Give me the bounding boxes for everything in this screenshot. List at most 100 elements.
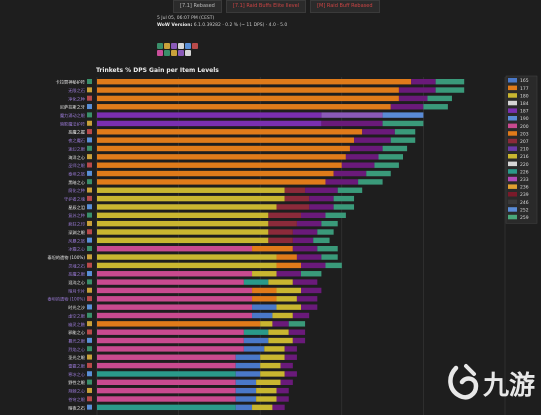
bar-segment bbox=[97, 204, 277, 210]
trinket-icon bbox=[87, 337, 92, 343]
bar-segment bbox=[268, 212, 301, 218]
bar-segment bbox=[243, 346, 265, 352]
trinket-icon bbox=[87, 120, 92, 126]
legend-label: 165 bbox=[520, 78, 529, 84]
legend-label: 190 bbox=[520, 116, 529, 122]
class-icon bbox=[171, 50, 177, 56]
bar-segment bbox=[280, 362, 293, 369]
legend-label: 203 bbox=[520, 131, 529, 137]
bar-segment bbox=[284, 195, 310, 202]
bar-segment bbox=[333, 195, 355, 202]
trinket-label: 时光之沙 bbox=[68, 304, 86, 311]
bar-segment bbox=[97, 79, 412, 85]
bar-segment bbox=[256, 379, 281, 385]
bar-segment bbox=[252, 271, 277, 277]
bar-segment bbox=[256, 387, 277, 394]
trinket-icon bbox=[87, 162, 92, 168]
bar-segment bbox=[313, 237, 330, 244]
trinket-icon bbox=[87, 204, 92, 210]
trinket-icon bbox=[87, 387, 92, 393]
chart-title: Trinkets % DPS Gain per Item Levels bbox=[96, 67, 219, 74]
bar-segment bbox=[321, 120, 383, 127]
bar-segment bbox=[321, 112, 383, 118]
trinket-label: 暮光之眼 bbox=[68, 337, 86, 344]
bar-segment bbox=[272, 321, 289, 327]
bar-segment bbox=[296, 220, 322, 227]
legend-swatch bbox=[508, 154, 517, 159]
bar-segment bbox=[268, 279, 293, 285]
bar-segment bbox=[390, 104, 424, 110]
bar-segment bbox=[243, 337, 269, 344]
bar-segment bbox=[427, 95, 452, 102]
trinket-label: 夜之魔石 bbox=[68, 137, 85, 144]
bar-segment bbox=[276, 271, 301, 277]
class-icon-row-2 bbox=[157, 50, 191, 56]
trinket-label: 荆棘之心 bbox=[68, 388, 86, 395]
legend-label: 236 bbox=[520, 185, 529, 191]
trinket-icon bbox=[87, 312, 92, 318]
legend-label: 233 bbox=[520, 177, 529, 183]
trinket-label: 巫师之眼 bbox=[68, 162, 86, 169]
bar-segment bbox=[345, 154, 379, 160]
trinket-icon bbox=[87, 187, 92, 193]
trinket-label: 深渊之眼 bbox=[68, 229, 86, 236]
trinket-icon bbox=[87, 404, 92, 410]
bar-segment bbox=[97, 296, 253, 302]
trinket-icon bbox=[87, 154, 92, 160]
bar-segment bbox=[296, 296, 318, 302]
trinket-icon bbox=[87, 379, 92, 385]
header-button-1[interactable]: [7.1] Raid Buffs Elite Ilevel bbox=[225, 0, 307, 13]
bar-segment bbox=[97, 95, 399, 102]
bar-segment bbox=[288, 329, 306, 335]
legend-label: 177 bbox=[520, 86, 529, 92]
legend-swatch bbox=[508, 85, 517, 91]
header-button-0[interactable]: [7.1] Rebased bbox=[173, 0, 222, 13]
header-button-2[interactable]: [M] Raid Buff Rebased bbox=[310, 0, 380, 13]
trinket-label: 恶魔之握 bbox=[68, 129, 86, 136]
trinket-icon bbox=[87, 195, 92, 201]
trinket-icon bbox=[87, 354, 92, 360]
class-icon bbox=[157, 43, 163, 49]
bar-segment bbox=[97, 337, 244, 344]
legend-label: 216 bbox=[520, 154, 529, 160]
trinket-icon bbox=[87, 87, 92, 93]
bar-segment bbox=[284, 354, 297, 360]
trinket-label: 疯狂之印 bbox=[68, 221, 85, 228]
bar-segment bbox=[97, 120, 322, 127]
bar-segment bbox=[235, 404, 253, 411]
bar-segment bbox=[97, 154, 346, 160]
trinket-icon bbox=[87, 79, 92, 84]
trinket-label: 卡拉赞神秘护符 bbox=[56, 79, 85, 86]
bar-segment bbox=[97, 229, 269, 235]
trinket-icon bbox=[87, 346, 92, 352]
bar-segment bbox=[382, 120, 424, 127]
bar-segment bbox=[301, 287, 322, 294]
bar-segment bbox=[435, 87, 465, 93]
trinket-label: 泰坦之怒 bbox=[68, 170, 86, 177]
bar-segment bbox=[268, 220, 297, 227]
trinket-label: 海洋之心 bbox=[68, 154, 86, 161]
bar-segment bbox=[292, 312, 310, 319]
bar-segment bbox=[260, 354, 285, 360]
class-icon bbox=[171, 43, 177, 49]
trinket-icon bbox=[87, 262, 92, 268]
bar-segment bbox=[325, 212, 346, 218]
bar-segment bbox=[284, 187, 306, 193]
trinket-icon bbox=[87, 304, 92, 310]
bar-segment bbox=[333, 170, 367, 177]
bar-segment bbox=[321, 220, 338, 227]
bar-segment bbox=[378, 154, 403, 160]
bar-segment bbox=[97, 362, 236, 369]
legend-label: 259 bbox=[520, 215, 529, 221]
bar-segment bbox=[382, 145, 408, 152]
bar-segment bbox=[276, 204, 310, 210]
bar-segment bbox=[97, 404, 236, 411]
bar-segment bbox=[276, 254, 297, 260]
class-icon bbox=[185, 50, 191, 56]
trinket-label: 圣光之眼 bbox=[68, 354, 86, 361]
meta-line-2: WoW Version: 6.1.0.39282 · 0.2 % (~ 11 D… bbox=[157, 23, 288, 28]
bar-segment bbox=[398, 87, 436, 93]
bar-segment bbox=[276, 387, 289, 394]
bar-segment bbox=[97, 279, 244, 285]
